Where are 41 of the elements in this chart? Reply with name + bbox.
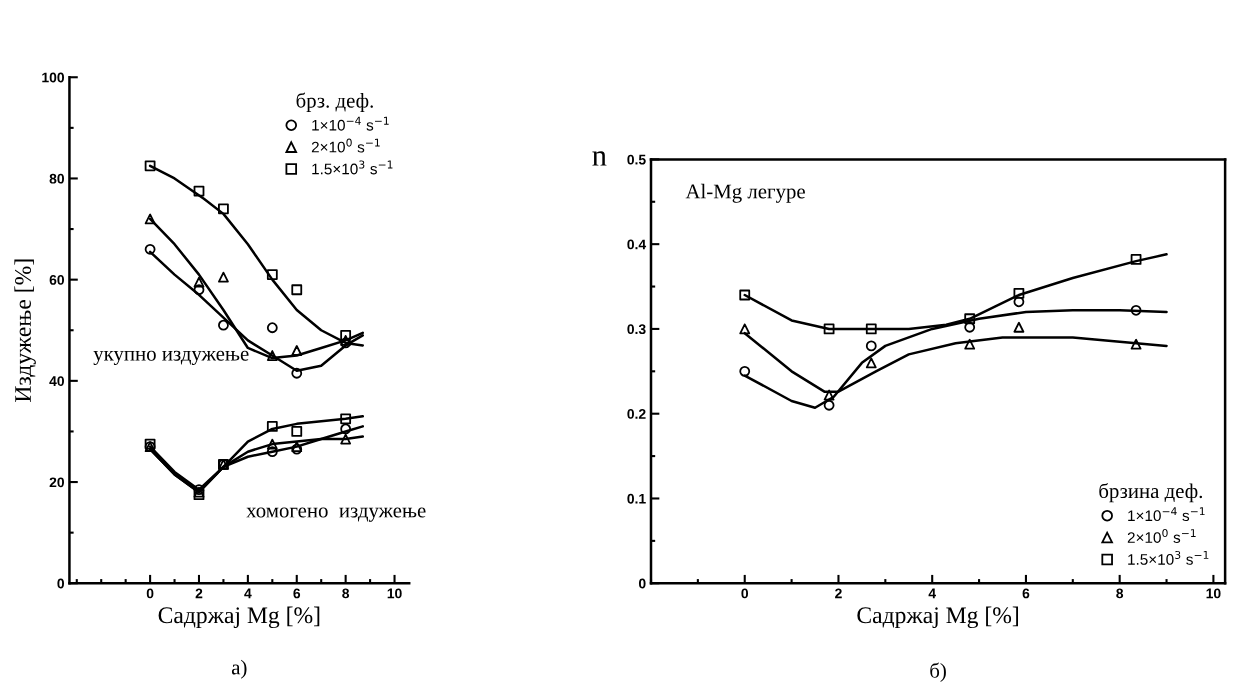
x-axis-title: Садржај Mg [%] [857,606,1019,629]
y-tick-label: 0 [638,578,646,589]
y-tick-label: 80 [49,173,65,184]
text: б) [930,662,946,682]
legend-title: брзина деф. [1099,482,1203,503]
legend-label: 2×10$^{0}$ s$^{−1}$ [1127,529,1196,543]
x-tick-label: 2 [835,588,842,599]
y-axis-title: n [592,151,607,166]
x-tick-label: 2 [195,588,203,599]
y-tick-label: 20 [49,477,65,488]
legend-label: 1×10$^{−4}$ s$^{−1}$ [1128,507,1205,522]
x-tick-label: 8 [1116,588,1124,599]
y-axis-title: Издужење [%] [14,259,36,402]
x-axis-title: Садржај Mg [%] [158,606,320,629]
y-tick-label: 0.5 [627,154,646,165]
legend-label: 1×10$^{−4}$ s$^{−1}$ [312,116,389,131]
x-tick-label: 4 [244,588,252,599]
annotation: хомогено издужење [246,507,426,522]
x-tick-label: 10 [1206,588,1221,599]
legend-label: 2×10$^{0}$ s$^{−1}$ [311,138,380,153]
x-tick-label: 10 [387,588,402,599]
y-tick-label: 0.3 [627,324,646,335]
y-tick-label: 0 [57,578,65,589]
legend-label: 1.5×10$^{3}$ s$^{−1}$ [1128,550,1209,565]
x-tick-label: 0 [146,588,154,599]
x-tick-label: 6 [293,588,301,599]
annotation: Al-Mg легуре [685,183,805,203]
x-tick-label: 4 [928,588,936,599]
x-tick-label: 0 [741,588,749,599]
y-tick-label: 60 [49,274,65,285]
text: а) [231,659,247,679]
x-tick-label: 8 [342,588,350,599]
y-tick-label: 0.2 [627,409,646,419]
y-tick-label: 0.1 [627,493,646,504]
y-tick-label: 0.4 [627,239,647,250]
legend-title: брз. деф. [296,92,373,112]
y-tick-label: 100 [42,72,65,83]
y-tick-label: 40 [49,376,65,387]
x-tick-label: 6 [1022,588,1030,599]
legend-label: 1.5×10$^{3}$ s$^{−1}$ [312,160,393,175]
annotation: укупно издужење [93,350,249,365]
